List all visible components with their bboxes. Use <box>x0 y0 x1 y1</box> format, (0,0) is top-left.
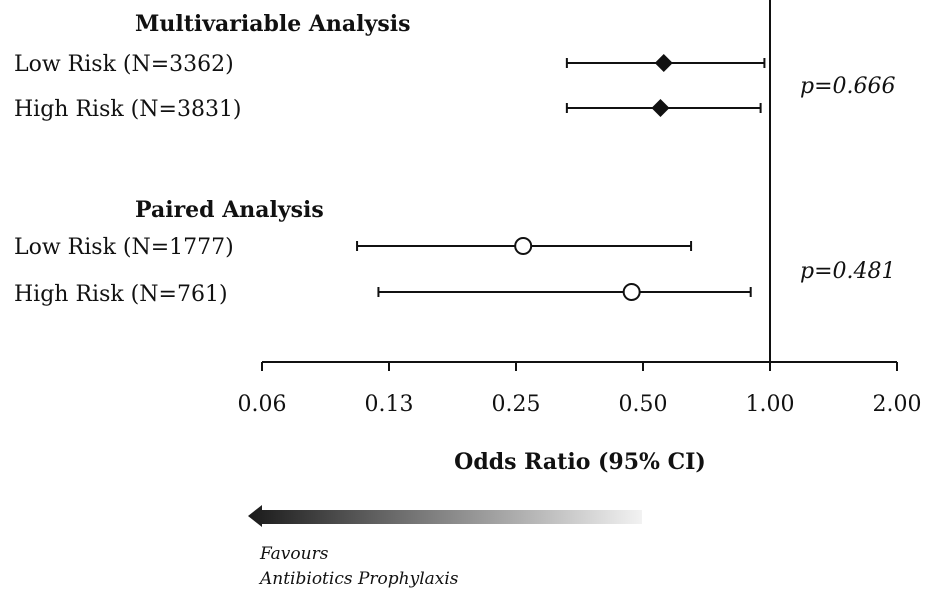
p-value-paired: p=0.481 <box>800 259 896 284</box>
tick-label-2: 0.25 <box>492 392 541 417</box>
ci-line-paired-high <box>377 287 752 297</box>
x-axis-tick-labels: 0.06 0.13 0.25 0.50 1.00 2.00 <box>238 392 922 417</box>
row-label-paired-high: High Risk (N=761) <box>14 282 228 307</box>
tick-label-3: 0.50 <box>619 392 668 417</box>
row-label-mv-low: Low Risk (N=3362) <box>14 52 234 77</box>
tick-label-0: 0.06 <box>238 392 287 417</box>
x-axis-ticks <box>261 362 898 371</box>
group-title-paired: Paired Analysis <box>135 197 324 223</box>
marker-paired-high <box>622 283 641 301</box>
tick-label-1: 0.13 <box>365 392 414 417</box>
x-axis-title: Odds Ratio (95% CI) <box>454 449 706 475</box>
favours-line-1: Favours <box>259 544 329 564</box>
row-label-paired-low: Low Risk (N=1777) <box>14 235 234 260</box>
group-title-multivariable: Multivariable Analysis <box>135 11 410 37</box>
tick-label-5: 2.00 <box>873 392 922 417</box>
marker-paired-low <box>514 237 533 255</box>
favours-arrow-icon <box>248 505 642 527</box>
tick-label-4: 1.00 <box>746 392 795 417</box>
row-label-mv-high: High Risk (N=3831) <box>14 97 242 122</box>
marker-mv-high <box>651 99 670 117</box>
marker-mv-low <box>654 54 673 72</box>
p-value-multivariable: p=0.666 <box>800 74 896 99</box>
favours-line-2: Antibiotics Prophylaxis <box>258 569 459 589</box>
